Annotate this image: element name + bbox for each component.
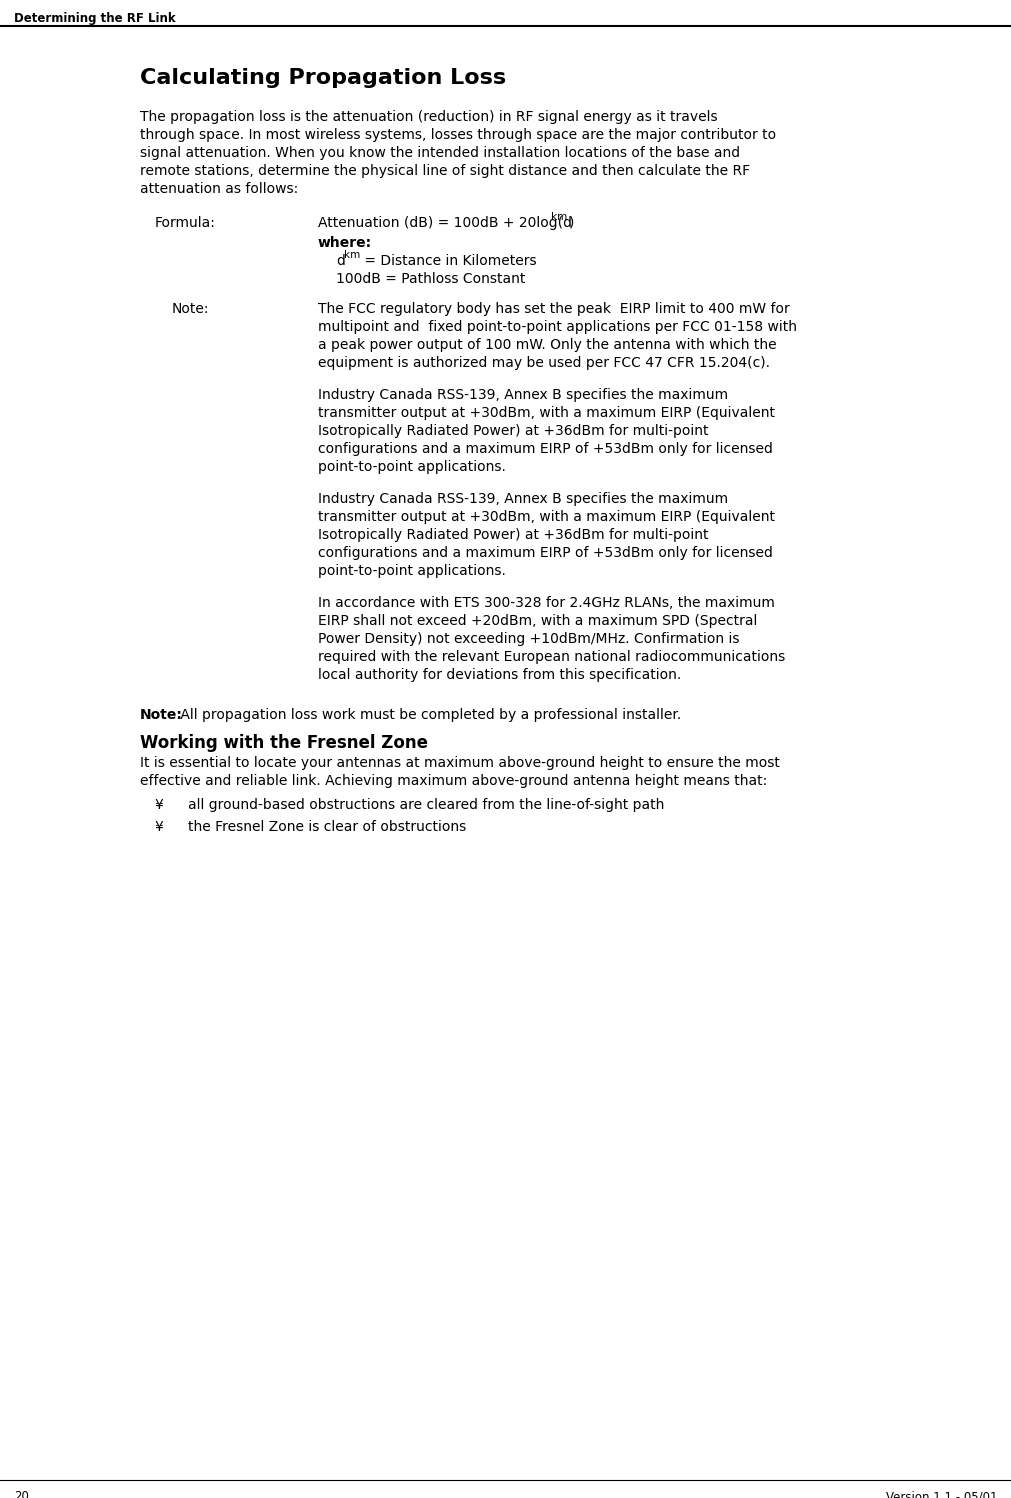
- Text: the Fresnel Zone is clear of obstructions: the Fresnel Zone is clear of obstruction…: [188, 819, 466, 834]
- Text: multipoint and  fixed point-to-point applications per FCC 01-158 with: multipoint and fixed point-to-point appl…: [317, 321, 797, 334]
- Text: point-to-point applications.: point-to-point applications.: [317, 460, 506, 473]
- Text: configurations and a maximum EIRP of +53dBm only for licensed: configurations and a maximum EIRP of +53…: [317, 442, 772, 455]
- Text: Version 1.1 - 05/01: Version 1.1 - 05/01: [886, 1491, 997, 1498]
- Text: Determining the RF Link: Determining the RF Link: [14, 12, 176, 25]
- Text: Attenuation (dB) = 100dB + 20log(d: Attenuation (dB) = 100dB + 20log(d: [317, 216, 571, 231]
- Text: transmitter output at +30dBm, with a maximum EIRP (Equivalent: transmitter output at +30dBm, with a max…: [317, 406, 774, 419]
- Text: 20: 20: [14, 1491, 29, 1498]
- Text: It is essential to locate your antennas at maximum above-ground height to ensure: It is essential to locate your antennas …: [140, 756, 779, 770]
- Text: The propagation loss is the attenuation (reduction) in RF signal energy as it tr: The propagation loss is the attenuation …: [140, 109, 717, 124]
- Text: Calculating Propagation Loss: Calculating Propagation Loss: [140, 67, 506, 88]
- Text: configurations and a maximum EIRP of +53dBm only for licensed: configurations and a maximum EIRP of +53…: [317, 545, 772, 560]
- Text: Note:: Note:: [172, 303, 209, 316]
- Text: d: d: [336, 255, 345, 268]
- Text: Note:: Note:: [140, 709, 183, 722]
- Text: remote stations, determine the physical line of sight distance and then calculat: remote stations, determine the physical …: [140, 163, 749, 178]
- Text: Isotropically Radiated Power) at +36dBm for multi-point: Isotropically Radiated Power) at +36dBm …: [317, 527, 708, 542]
- Text: required with the relevant European national radiocommunications: required with the relevant European nati…: [317, 650, 785, 664]
- Text: equipment is authorized may be used per FCC 47 CFR 15.204(c).: equipment is authorized may be used per …: [317, 357, 769, 370]
- Text: all ground-based obstructions are cleared from the line-of-sight path: all ground-based obstructions are cleare…: [188, 798, 663, 812]
- Text: ¥: ¥: [154, 798, 163, 812]
- Text: The FCC regulatory body has set the peak  EIRP limit to 400 mW for: The FCC regulatory body has set the peak…: [317, 303, 789, 316]
- Text: ¥: ¥: [154, 819, 163, 834]
- Text: Power Density) not exceeding +10dBm/MHz. Confirmation is: Power Density) not exceeding +10dBm/MHz.…: [317, 632, 739, 646]
- Text: local authority for deviations from this specification.: local authority for deviations from this…: [317, 668, 680, 682]
- Text: Industry Canada RSS-139, Annex B specifies the maximum: Industry Canada RSS-139, Annex B specifi…: [317, 388, 727, 401]
- Text: signal attenuation. When you know the intended installation locations of the bas: signal attenuation. When you know the in…: [140, 145, 739, 160]
- Text: attenuation as follows:: attenuation as follows:: [140, 181, 298, 196]
- Text: point-to-point applications.: point-to-point applications.: [317, 565, 506, 578]
- Text: km: km: [550, 213, 567, 222]
- Text: In accordance with ETS 300-328 for 2.4GHz RLANs, the maximum: In accordance with ETS 300-328 for 2.4GH…: [317, 596, 774, 610]
- Text: Working with the Fresnel Zone: Working with the Fresnel Zone: [140, 734, 428, 752]
- Text: Industry Canada RSS-139, Annex B specifies the maximum: Industry Canada RSS-139, Annex B specifi…: [317, 491, 727, 506]
- Text: ): ): [568, 216, 574, 231]
- Text: effective and reliable link. Achieving maximum above-ground antenna height means: effective and reliable link. Achieving m…: [140, 774, 766, 788]
- Text: All propagation loss work must be completed by a professional installer.: All propagation loss work must be comple…: [176, 709, 680, 722]
- Text: 100dB = Pathloss Constant: 100dB = Pathloss Constant: [336, 273, 525, 286]
- Text: through space. In most wireless systems, losses through space are the major cont: through space. In most wireless systems,…: [140, 127, 775, 142]
- Text: transmitter output at +30dBm, with a maximum EIRP (Equivalent: transmitter output at +30dBm, with a max…: [317, 509, 774, 524]
- Text: a peak power output of 100 mW. Only the antenna with which the: a peak power output of 100 mW. Only the …: [317, 339, 775, 352]
- Text: km: km: [344, 250, 360, 261]
- Text: = Distance in Kilometers: = Distance in Kilometers: [360, 255, 536, 268]
- Text: Formula:: Formula:: [155, 216, 215, 231]
- Text: where:: where:: [317, 237, 372, 250]
- Text: Isotropically Radiated Power) at +36dBm for multi-point: Isotropically Radiated Power) at +36dBm …: [317, 424, 708, 437]
- Text: EIRP shall not exceed +20dBm, with a maximum SPD (Spectral: EIRP shall not exceed +20dBm, with a max…: [317, 614, 756, 628]
